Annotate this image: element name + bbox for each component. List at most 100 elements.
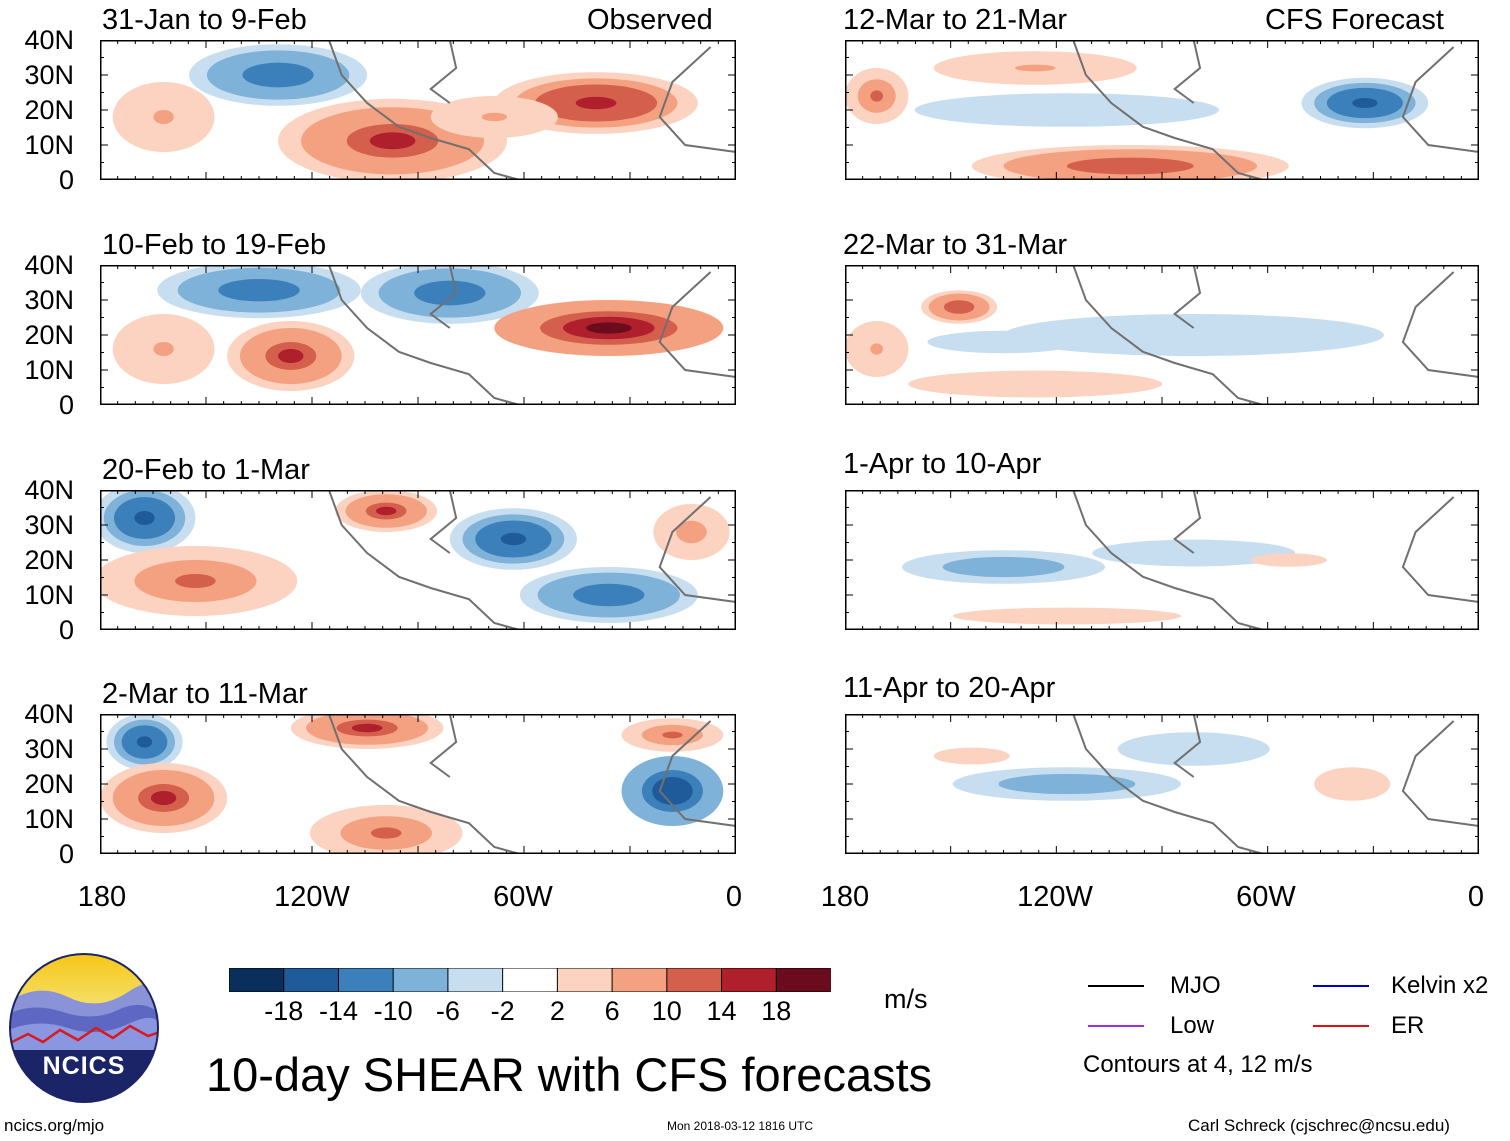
colorbar-swatch	[392, 967, 449, 993]
cfs-forecast-label: CFS Forecast	[1265, 4, 1444, 36]
legend-label-kelvin: Kelvin x2	[1391, 972, 1489, 999]
shear-anomaly-shading	[590, 589, 627, 601]
y-axis-label: 20N	[24, 95, 74, 125]
coastline	[1072, 489, 1480, 631]
map-panel-forecast-3	[844, 489, 1480, 631]
shear-anomaly-shading	[959, 753, 985, 759]
y-axis-label: 30N	[24, 734, 74, 764]
y-axis-label: 20N	[24, 545, 74, 575]
y-axis-label: 30N	[24, 285, 74, 315]
y-axis-label: 40N	[24, 699, 74, 729]
x-axis-label: 0	[1467, 881, 1485, 913]
y-axis-label: 10N	[24, 130, 74, 160]
y-axis-label: 0	[58, 165, 74, 195]
panel-title: 2-Mar to 11-Mar	[102, 678, 308, 710]
y-axis-label: 40N	[24, 250, 74, 280]
logo-text: NCICS	[42, 1052, 126, 1080]
footer-author: Carl Schreck (cjschrec@ncsu.edu)	[1188, 1116, 1450, 1135]
footer-url[interactable]: ncics.org/mjo	[4, 1116, 105, 1135]
shear-anomaly-shading	[1028, 613, 1105, 619]
legend-line-mjo	[1088, 985, 1144, 987]
colorbar-swatch	[228, 967, 285, 993]
shear-anomaly-shading	[1014, 64, 1056, 72]
shear-anomaly-shading	[984, 339, 1023, 345]
y-axis-label: 10N	[24, 804, 74, 834]
colorbar-swatch	[775, 967, 832, 993]
y-axis-label: 10N	[24, 580, 74, 610]
main-title: 10-day SHEAR with CFS forecasts	[206, 1048, 933, 1101]
shear-anomaly-shading	[662, 784, 683, 798]
legend-label-mjo: MJO	[1170, 972, 1221, 999]
panel-title: 20-Feb to 1-Mar	[102, 454, 310, 486]
shear-anomaly-shading	[1155, 330, 1232, 340]
legend-line-kelvin	[1313, 985, 1369, 987]
shear-anomaly-shading	[134, 511, 155, 525]
shear-anomaly-shading	[585, 322, 632, 334]
y-axis-label: 0	[58, 839, 74, 869]
colorbar-swatch	[502, 967, 559, 993]
legend-label-er: ER	[1391, 1012, 1425, 1039]
colorbar-swatch	[556, 967, 614, 993]
shear-anomaly-shading	[1028, 105, 1105, 115]
shear-anomaly-shading	[1003, 380, 1067, 388]
coastline	[328, 39, 737, 181]
shear-anomaly-shading	[951, 303, 967, 311]
y-axis-label: 20N	[24, 320, 74, 350]
shear-anomaly-shading	[870, 343, 884, 355]
colorbar-units: m/s	[884, 984, 928, 1014]
panel-frame	[844, 713, 1480, 855]
x-axis-label: 180	[820, 881, 870, 913]
map-panel-observed-2	[99, 262, 737, 406]
coastline	[1072, 264, 1480, 406]
shear-anomaly-shading	[481, 112, 508, 122]
shear-anomaly-shading	[500, 532, 527, 546]
y-axis-label: 0	[58, 390, 74, 420]
y-axis-label: 30N	[24, 510, 74, 540]
y-axis-label: 30N	[24, 60, 74, 90]
shear-anomaly-shading	[150, 791, 177, 805]
shear-anomaly-shading	[1352, 97, 1378, 109]
footer-timestamp: Mon 2018-03-12 1816 UTC	[667, 1119, 814, 1133]
x-axis-label: 180	[77, 881, 127, 913]
shear-anomaly-shading	[278, 349, 304, 363]
colorbar-swatch	[721, 967, 778, 993]
shear-anomaly-shading	[376, 506, 397, 516]
colorbar-tick-label: 14	[706, 996, 737, 1026]
map-panel-observed-1	[99, 39, 737, 183]
panel-title: 10-Feb to 19-Feb	[102, 229, 327, 261]
colorbar-tick-label: -2	[490, 996, 515, 1026]
panel-title: 12-Mar to 21-Mar	[843, 4, 1068, 36]
shear-anomaly-shading	[370, 827, 402, 839]
colorbar	[228, 967, 832, 993]
panel-frame	[844, 489, 1480, 631]
y-axis-label: 0	[58, 615, 74, 645]
shear-anomaly-shading	[983, 563, 1024, 571]
x-axis-label: 0	[725, 881, 743, 913]
shear-anomaly-shading	[153, 110, 174, 124]
shear-anomaly-shading	[1339, 778, 1365, 790]
x-axis-label: 60W	[493, 881, 553, 913]
y-axis-label: 20N	[24, 769, 74, 799]
panel-frame	[99, 489, 737, 631]
panel-title: 31-Jan to 9-Feb	[102, 4, 307, 36]
colorbar-tick-label: 6	[604, 996, 620, 1026]
panel-title: 11-Apr to 20-Apr	[843, 672, 1056, 704]
shear-anomaly-shading	[431, 286, 468, 300]
colorbar-swatch	[447, 967, 504, 993]
colorbar-tick-label: -14	[318, 996, 358, 1026]
panel-title: 1-Apr to 10-Apr	[843, 448, 1042, 480]
map-panel-forecast-2	[844, 264, 1480, 406]
legend-label-low: Low	[1170, 1012, 1215, 1039]
map-panel-observed-3	[93, 483, 737, 631]
y-axis-label: 10N	[24, 355, 74, 385]
shear-anomaly-shading	[260, 68, 296, 82]
shear-anomaly-shading	[575, 96, 617, 110]
observed-label: Observed	[587, 4, 713, 36]
y-axis-label: 40N	[24, 25, 74, 55]
colorbar-tick-label: 2	[549, 996, 565, 1026]
panel-frame	[844, 264, 1480, 406]
shear-anomaly-shading	[136, 736, 153, 748]
panel-frame	[99, 713, 737, 855]
colorbar-tick-label: -10	[373, 996, 413, 1026]
colorbar-swatch	[337, 967, 395, 993]
